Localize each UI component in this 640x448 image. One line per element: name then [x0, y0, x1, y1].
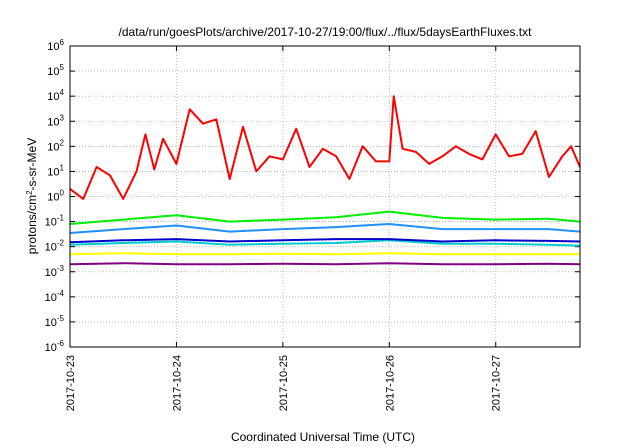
y-tick-label: 10-5 [45, 314, 65, 329]
y-tick-label-exp: -5 [57, 314, 65, 323]
y-tick-label: 10-1 [45, 214, 65, 229]
y-tick-label: 101 [47, 163, 64, 178]
y-label-rest: -s-sr-MeV [25, 138, 39, 191]
y-tick-label: 103 [47, 113, 64, 128]
chart-title: /data/run/goesPlots/archive/2017-10-27/1… [119, 25, 533, 39]
x-tick-label: 2017-10-27 [491, 355, 503, 411]
x-tick-label: 2017-10-23 [65, 355, 77, 411]
x-tick-label: 2017-10-25 [278, 355, 290, 411]
y-axis-label: protons/cm2-s-sr-MeV [25, 138, 40, 254]
y-tick-label-exp: -1 [57, 214, 65, 223]
y-tick-label: 106 [47, 38, 64, 53]
x-axis-ticks: 2017-10-23 2017-10-24 2017-10-25 2017-10-26… [65, 46, 503, 411]
y-tick-label-base: 10 [45, 217, 57, 229]
y-tick-label-exp: -4 [57, 289, 65, 298]
y-tick-label-base: 10 [45, 342, 57, 354]
y-tick-label-exp: 5 [60, 63, 65, 72]
y-tick-label: 10-3 [45, 264, 65, 279]
y-tick-label: 102 [47, 138, 64, 153]
series-line-3 [69, 223, 581, 234]
y-tick-label-exp: 3 [60, 113, 65, 122]
y-tick-label: 10-6 [45, 339, 65, 354]
y-tick-label-exp: -6 [57, 339, 65, 348]
y-tick-label-base: 10 [47, 166, 59, 178]
series-line-1 [69, 95, 581, 200]
y-tick-label-exp: 4 [60, 88, 65, 97]
y-tick-label-base: 10 [47, 66, 59, 78]
y-tick-label-exp: 0 [60, 189, 65, 198]
y-tick-label-base: 10 [47, 41, 59, 53]
y-tick-label-exp: -2 [57, 239, 65, 248]
y-tick-label-base: 10 [45, 292, 57, 304]
y-tick-label-base: 10 [47, 192, 59, 204]
y-tick-label-base: 10 [47, 141, 59, 153]
y-tick-label-base: 10 [45, 317, 57, 329]
y-tick-label: 10-2 [45, 239, 65, 254]
y-tick-label: 100 [47, 189, 64, 204]
y-tick-label-base: 10 [45, 242, 57, 254]
series-line-4 [69, 239, 581, 247]
series-line-6 [69, 252, 580, 256]
series-line-7 [69, 262, 581, 266]
series-line-5 [69, 238, 581, 244]
y-tick-label-base: 10 [45, 267, 57, 279]
y-label-base: protons/cm [25, 195, 39, 254]
y-tick-label: 10-4 [45, 289, 65, 304]
y-tick-label: 105 [47, 63, 64, 78]
y-tick-label-base: 10 [47, 116, 59, 128]
x-axis-label: Coordinated Universal Time (UTC) [231, 430, 415, 444]
series-lines [69, 95, 581, 266]
y-tick-label-exp: 6 [60, 38, 65, 47]
y-tick-label: 104 [47, 88, 64, 103]
y-tick-label-base: 10 [47, 91, 59, 103]
series-line-2 [69, 210, 581, 225]
y-tick-label-exp: -3 [57, 264, 65, 273]
y-axis-ticks: 10-610-510-410-310-210-11001011021031041… [45, 38, 580, 354]
x-tick-label: 2017-10-24 [171, 355, 183, 411]
grid [70, 46, 580, 347]
y-tick-label-exp: 2 [60, 138, 65, 147]
y-tick-label-exp: 1 [60, 163, 65, 172]
y-label-sup: 2 [25, 190, 34, 195]
plot-frame [69, 45, 581, 348]
x-tick-label: 2017-10-26 [384, 355, 396, 411]
